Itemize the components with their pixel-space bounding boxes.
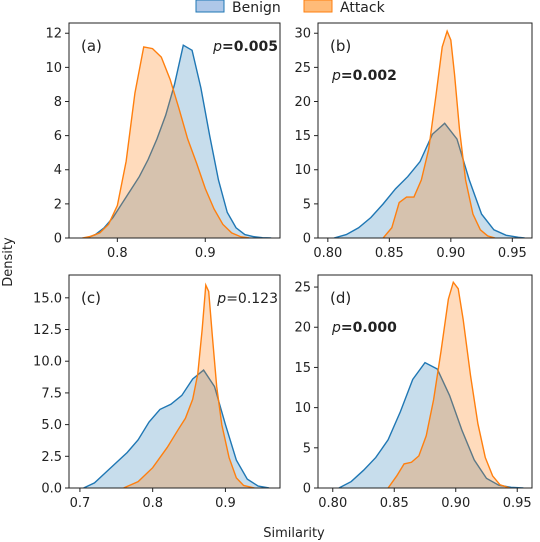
x-tick-label: 0.9 [195,246,216,261]
x-tick-label: 0.8 [107,246,128,261]
x-tick-label: 0.95 [503,496,532,511]
x-tick-label: 0.95 [498,246,527,261]
y-tick-label: 25 [294,61,311,76]
y-tick-label: 15.0 [33,291,62,306]
density-area-attack [383,31,496,238]
y-tick-label: 4 [54,163,62,178]
p-value-annotation: p=0.123 [216,291,278,307]
density-line-benign [83,369,270,488]
legend-label-attack: Attack [340,0,386,16]
y-tick-label: 20 [294,95,311,110]
density-area-benign [86,45,272,238]
y-tick-label: 0 [54,232,62,247]
legend-label-benign: Benign [232,0,281,16]
y-tick-label: 0 [303,482,311,497]
p-value-annotation: p=0.002 [331,68,397,84]
panel-c: 0.7 0.8 0.9 0.0 2.5 5.0 7.5 10.0 12.5 15.0 (c) p=0.… [33,274,281,511]
density-area-attack [388,282,510,488]
y-tick-label: 8 [54,95,62,110]
panel-d: 0.80 0.85 0.90 0.95 0 5 10 15 20 25 (d) p=0.000 [294,274,533,511]
panel-b: 0.80 0.85 0.90 0.95 0 5 10 15 20 25 30 (b) p=0.002 [294,22,533,261]
density-line-attack [82,46,250,238]
y-tick-label: 25 [294,281,311,296]
y-tick-label: 5 [303,441,311,456]
density-area-benign [83,370,270,488]
axes-frame [68,22,281,239]
legend: Benign Attack [195,0,386,16]
x-tick-label: 0.85 [380,496,409,511]
y-tick-label: 15 [294,361,311,376]
y-tick-label: 20 [294,321,311,336]
y-tick-label: 6 [54,129,62,144]
y-tick-label: 5 [303,197,311,212]
y-tick-label: 10.0 [33,355,62,370]
density-area-attack [123,285,255,488]
density-line-attack [123,282,255,488]
axes-frame [317,22,533,239]
x-tick-label: 0.9 [215,496,236,511]
y-tick-label: 12.5 [33,323,62,338]
y-tick-label: 2 [54,197,62,212]
legend-swatch-benign [195,0,225,13]
panel-label: (c) [81,289,101,307]
y-tick-label: 30 [294,27,311,42]
y-tick-label: 5.0 [41,418,62,433]
y-axis-title: Density [1,237,16,287]
panel-label: (a) [81,37,102,55]
p-value-annotation: p=0.005 [212,39,278,55]
x-axis-title: Similarity [263,526,325,541]
panel-label: (b) [330,37,351,55]
y-tick-label: 2.5 [41,450,62,465]
x-tick-label: 0.7 [70,496,91,511]
density-line-attack [382,29,496,238]
y-tick-label: 15 [294,129,311,144]
y-tick-label: 10 [45,61,62,76]
density-line-benign [86,44,272,238]
panel-a: 0.8 0.9 0 2 4 6 8 10 12 (a) p=0.005 [45,22,281,261]
density-line-benign [338,361,524,488]
p-value-annotation: p=0.000 [331,320,397,336]
density-area-benign [338,362,524,488]
axes-frame [68,274,281,489]
axes-frame [317,274,533,489]
y-tick-label: 10 [294,163,311,178]
density-area-benign [333,123,525,238]
density-line-attack [387,280,511,488]
y-tick-label: 0 [303,232,311,247]
y-tick-label: 12 [45,27,62,42]
x-tick-label: 0.90 [441,496,470,511]
x-tick-label: 0.90 [436,246,465,261]
density-line-benign [333,122,525,238]
x-tick-label: 0.80 [318,496,347,511]
panel-label: (d) [330,289,351,307]
y-tick-label: 7.5 [41,386,62,401]
x-tick-label: 0.8 [142,496,163,511]
x-tick-label: 0.80 [313,246,342,261]
density-area-attack [82,46,250,238]
y-tick-label: 10 [294,401,311,416]
x-tick-label: 0.85 [375,246,404,261]
y-tick-label: 0.0 [41,482,62,497]
legend-swatch-attack [303,0,333,13]
